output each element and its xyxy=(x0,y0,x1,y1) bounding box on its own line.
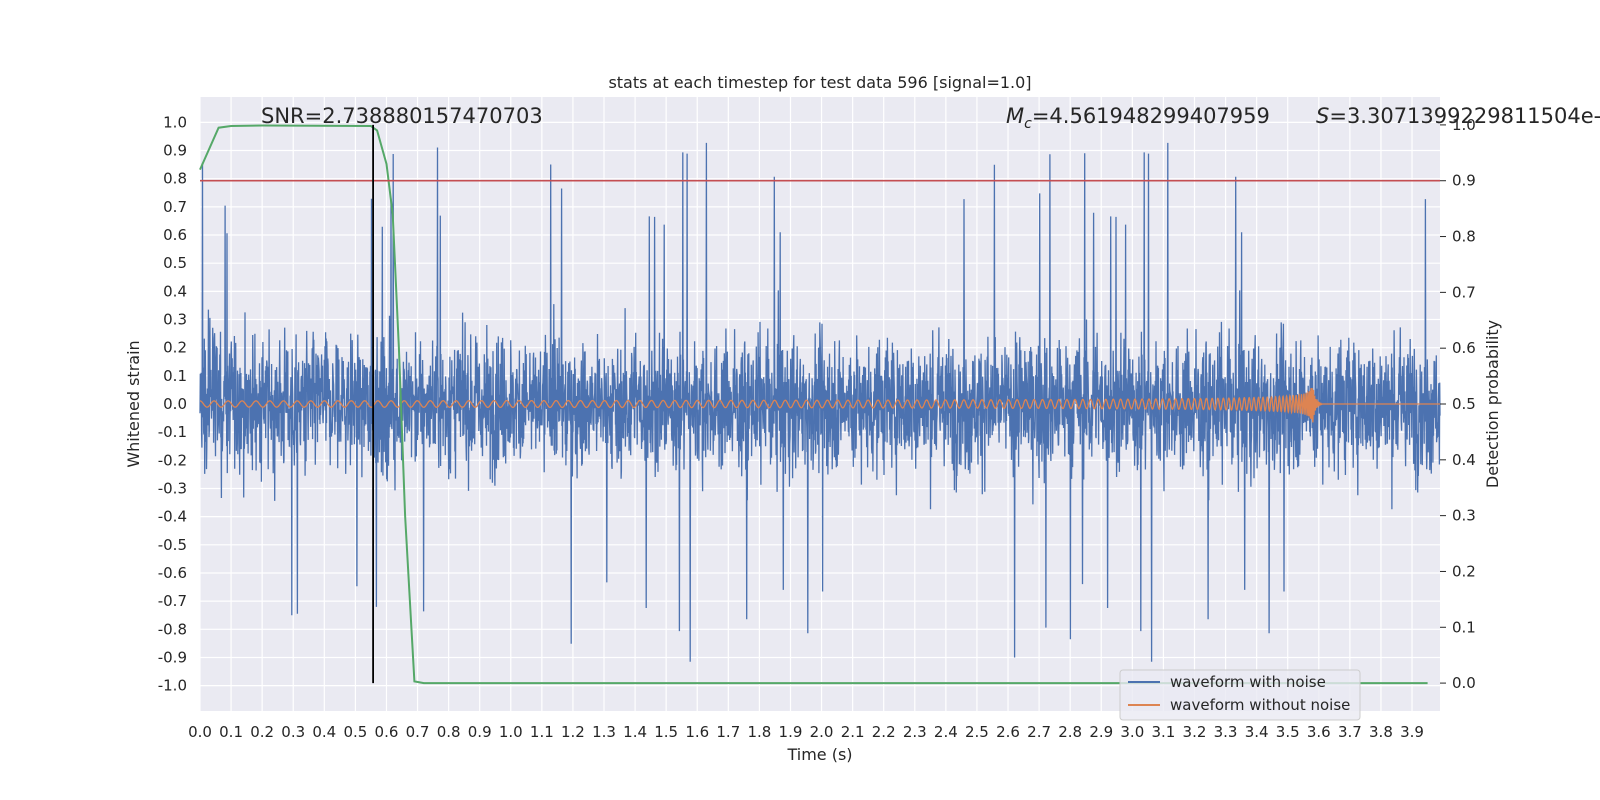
y-tick-label: 1.0 xyxy=(163,113,187,131)
s-symbol: S xyxy=(1316,104,1329,128)
x-tick-label: 2.7 xyxy=(1027,723,1051,741)
x-tick-label: 2.2 xyxy=(872,723,896,741)
y-right-tick-label: 0.7 xyxy=(1452,283,1476,301)
series-detection-probability xyxy=(199,124,1428,685)
x-tick-label: 1.7 xyxy=(716,723,740,741)
x-tick-label: 3.3 xyxy=(1214,723,1238,741)
x-tick-label: 3.7 xyxy=(1338,723,1362,741)
x-tick-label: 0.8 xyxy=(437,723,461,741)
x-tick-label: 0.6 xyxy=(375,723,399,741)
snr-annotation: SNR=2.738880157470703 xyxy=(261,104,543,128)
y-right-tick-label: 0.5 xyxy=(1452,395,1476,413)
y-tick-label: 0.5 xyxy=(163,254,187,272)
y-axis-label-right: Detection probability xyxy=(1483,320,1502,488)
x-tick-label: 3.4 xyxy=(1245,723,1269,741)
y-right-tick-label: 0.4 xyxy=(1452,451,1476,469)
x-tick-label: 3.2 xyxy=(1183,723,1207,741)
series-waveform-with-noise xyxy=(199,142,1441,662)
mc-symbol: M xyxy=(1006,104,1024,128)
x-ticks: 0.0 0.1 0.2 0.3 0.4 0.5 0.6 0.7 0.8 0.9 1.0 1.1 1.2 1… xyxy=(188,723,1424,741)
x-tick-label: 1.3 xyxy=(592,723,616,741)
x-tick-label: 2.4 xyxy=(934,723,958,741)
x-tick-label: 3.5 xyxy=(1276,723,1300,741)
y-right-tick-label: 1.0 xyxy=(1452,116,1476,134)
x-tick-label: 2.5 xyxy=(965,723,989,741)
y-right-tick-label: 0.0 xyxy=(1452,674,1476,692)
mc-subscript: c xyxy=(1024,116,1032,132)
chart-title: stats at each timestep for test data 596… xyxy=(608,73,1031,92)
y-tick-label: 0.0 xyxy=(163,395,187,413)
x-tick-label: 3.8 xyxy=(1369,723,1393,741)
y-tick-label: 0.9 xyxy=(163,142,187,160)
x-tick-label: 2.1 xyxy=(841,723,865,741)
legend-box xyxy=(1119,669,1361,721)
x-tick-label: 0.3 xyxy=(281,723,305,741)
x-tick-label: 2.9 xyxy=(1089,723,1113,741)
mc-value: =4.561948299407959 xyxy=(1032,104,1270,128)
x-tick-label: 0.2 xyxy=(250,723,274,741)
x-tick-label: 1.4 xyxy=(623,723,647,741)
x-tick-label: 0.5 xyxy=(343,723,367,741)
y-right-tick-label: 0.2 xyxy=(1452,562,1476,580)
y-tick-label: 0.8 xyxy=(163,170,187,188)
x-tick-label: 1.6 xyxy=(685,723,709,741)
y-right-tick-label: 0.1 xyxy=(1452,618,1476,636)
x-tick-label: 3.0 xyxy=(1120,723,1144,741)
y-tick-label: 0.3 xyxy=(163,311,187,329)
x-tick-label: 2.6 xyxy=(996,723,1020,741)
x-tick-label: 1.9 xyxy=(779,723,803,741)
y-tick-label: -1.0 xyxy=(158,677,187,695)
y-tick-label: 0.2 xyxy=(163,339,187,357)
y-tick-label: 0.6 xyxy=(163,226,187,244)
y-tick-label: -0.1 xyxy=(158,423,187,441)
x-tick-label: 1.0 xyxy=(499,723,523,741)
x-tick-label: 0.1 xyxy=(219,723,243,741)
y-tick-label: -0.7 xyxy=(158,592,187,610)
x-tick-label: 0.4 xyxy=(312,723,336,741)
y-tick-label: -0.8 xyxy=(158,620,187,638)
x-tick-label: 1.1 xyxy=(530,723,554,741)
y-axis-label-left: Whitened strain xyxy=(124,340,143,467)
s-annotation: S=3.3071399229811504e- xyxy=(1316,104,1600,128)
y-tick-label: 0.1 xyxy=(163,367,187,385)
y-right-tick-label: 0.8 xyxy=(1452,228,1476,246)
x-tick-label: 1.2 xyxy=(561,723,585,741)
series-waveform-without-noise xyxy=(199,387,1440,423)
y-right-tick-label: 0.6 xyxy=(1452,339,1476,357)
legend: waveform with noise waveform without noi… xyxy=(1119,669,1361,721)
mc-annotation: Mc=4.561948299407959 xyxy=(1006,104,1270,132)
probability-line xyxy=(199,124,1428,685)
y-right-tick-label: 0.3 xyxy=(1452,507,1476,525)
y-tick-label: 0.4 xyxy=(163,282,187,300)
y-tick-label: -0.5 xyxy=(158,536,187,554)
x-tick-label: 2.8 xyxy=(1058,723,1082,741)
x-tick-label: 0.0 xyxy=(188,723,212,741)
x-tick-label: 0.9 xyxy=(468,723,492,741)
x-tick-label: 3.9 xyxy=(1400,723,1424,741)
x-tick-label: 1.5 xyxy=(654,723,678,741)
legend-label-clean: waveform without noise xyxy=(1170,696,1350,714)
legend-label-noise: waveform with noise xyxy=(1170,673,1326,691)
noise-waveform-line xyxy=(199,142,1441,662)
y-tick-label: -0.2 xyxy=(158,451,187,469)
x-tick-label: 2.0 xyxy=(810,723,834,741)
x-axis-label: Time (s) xyxy=(786,745,852,764)
clean-waveform-line xyxy=(199,387,1440,423)
y-right-tick-label: 0.9 xyxy=(1452,172,1476,190)
x-tick-label: 0.7 xyxy=(406,723,430,741)
y-tick-label: -0.9 xyxy=(158,648,187,666)
y-ticks-left: 1.0 0.9 0.8 0.7 0.6 0.5 0.4 0.3 0.2 0.1 0.0 -0.1 -0.… xyxy=(158,113,187,694)
y-ticks-right: 1.0 0.9 0.8 0.7 0.6 0.5 0.4 0.3 0.2 0.1 0.0 xyxy=(1440,116,1476,692)
x-tick-label: 1.8 xyxy=(747,723,771,741)
x-tick-label: 3.1 xyxy=(1151,723,1175,741)
y-tick-label: -0.4 xyxy=(158,508,187,526)
y-tick-label: 0.7 xyxy=(163,198,187,216)
y-tick-label: -0.6 xyxy=(158,564,187,582)
s-value: =3.3071399229811504e- xyxy=(1329,104,1600,128)
y-tick-label: -0.3 xyxy=(158,479,187,497)
x-tick-label: 3.6 xyxy=(1307,723,1331,741)
x-tick-label: 2.3 xyxy=(903,723,927,741)
